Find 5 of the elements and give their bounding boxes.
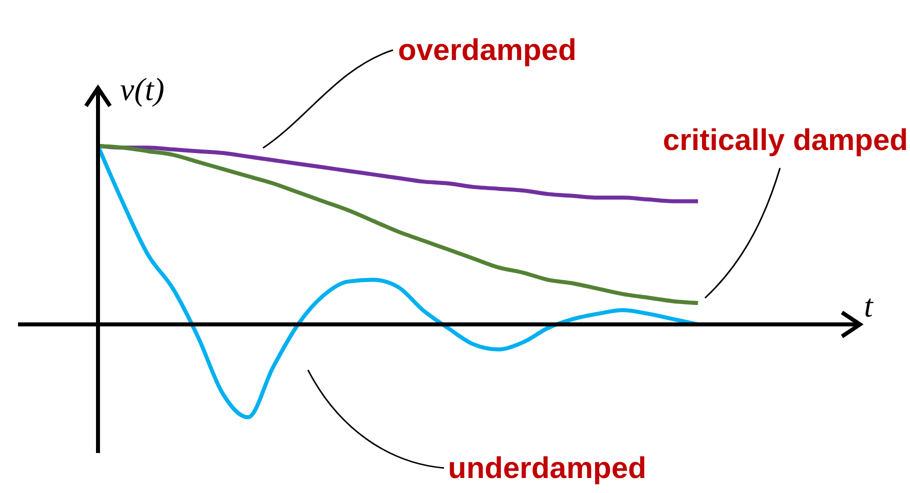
text: underdamped xyxy=(448,452,646,485)
y-axis-title: v(t) xyxy=(120,71,164,107)
text: critically damped xyxy=(662,124,908,157)
text: overdamped xyxy=(398,34,576,67)
x-axis-title: t xyxy=(864,287,874,324)
